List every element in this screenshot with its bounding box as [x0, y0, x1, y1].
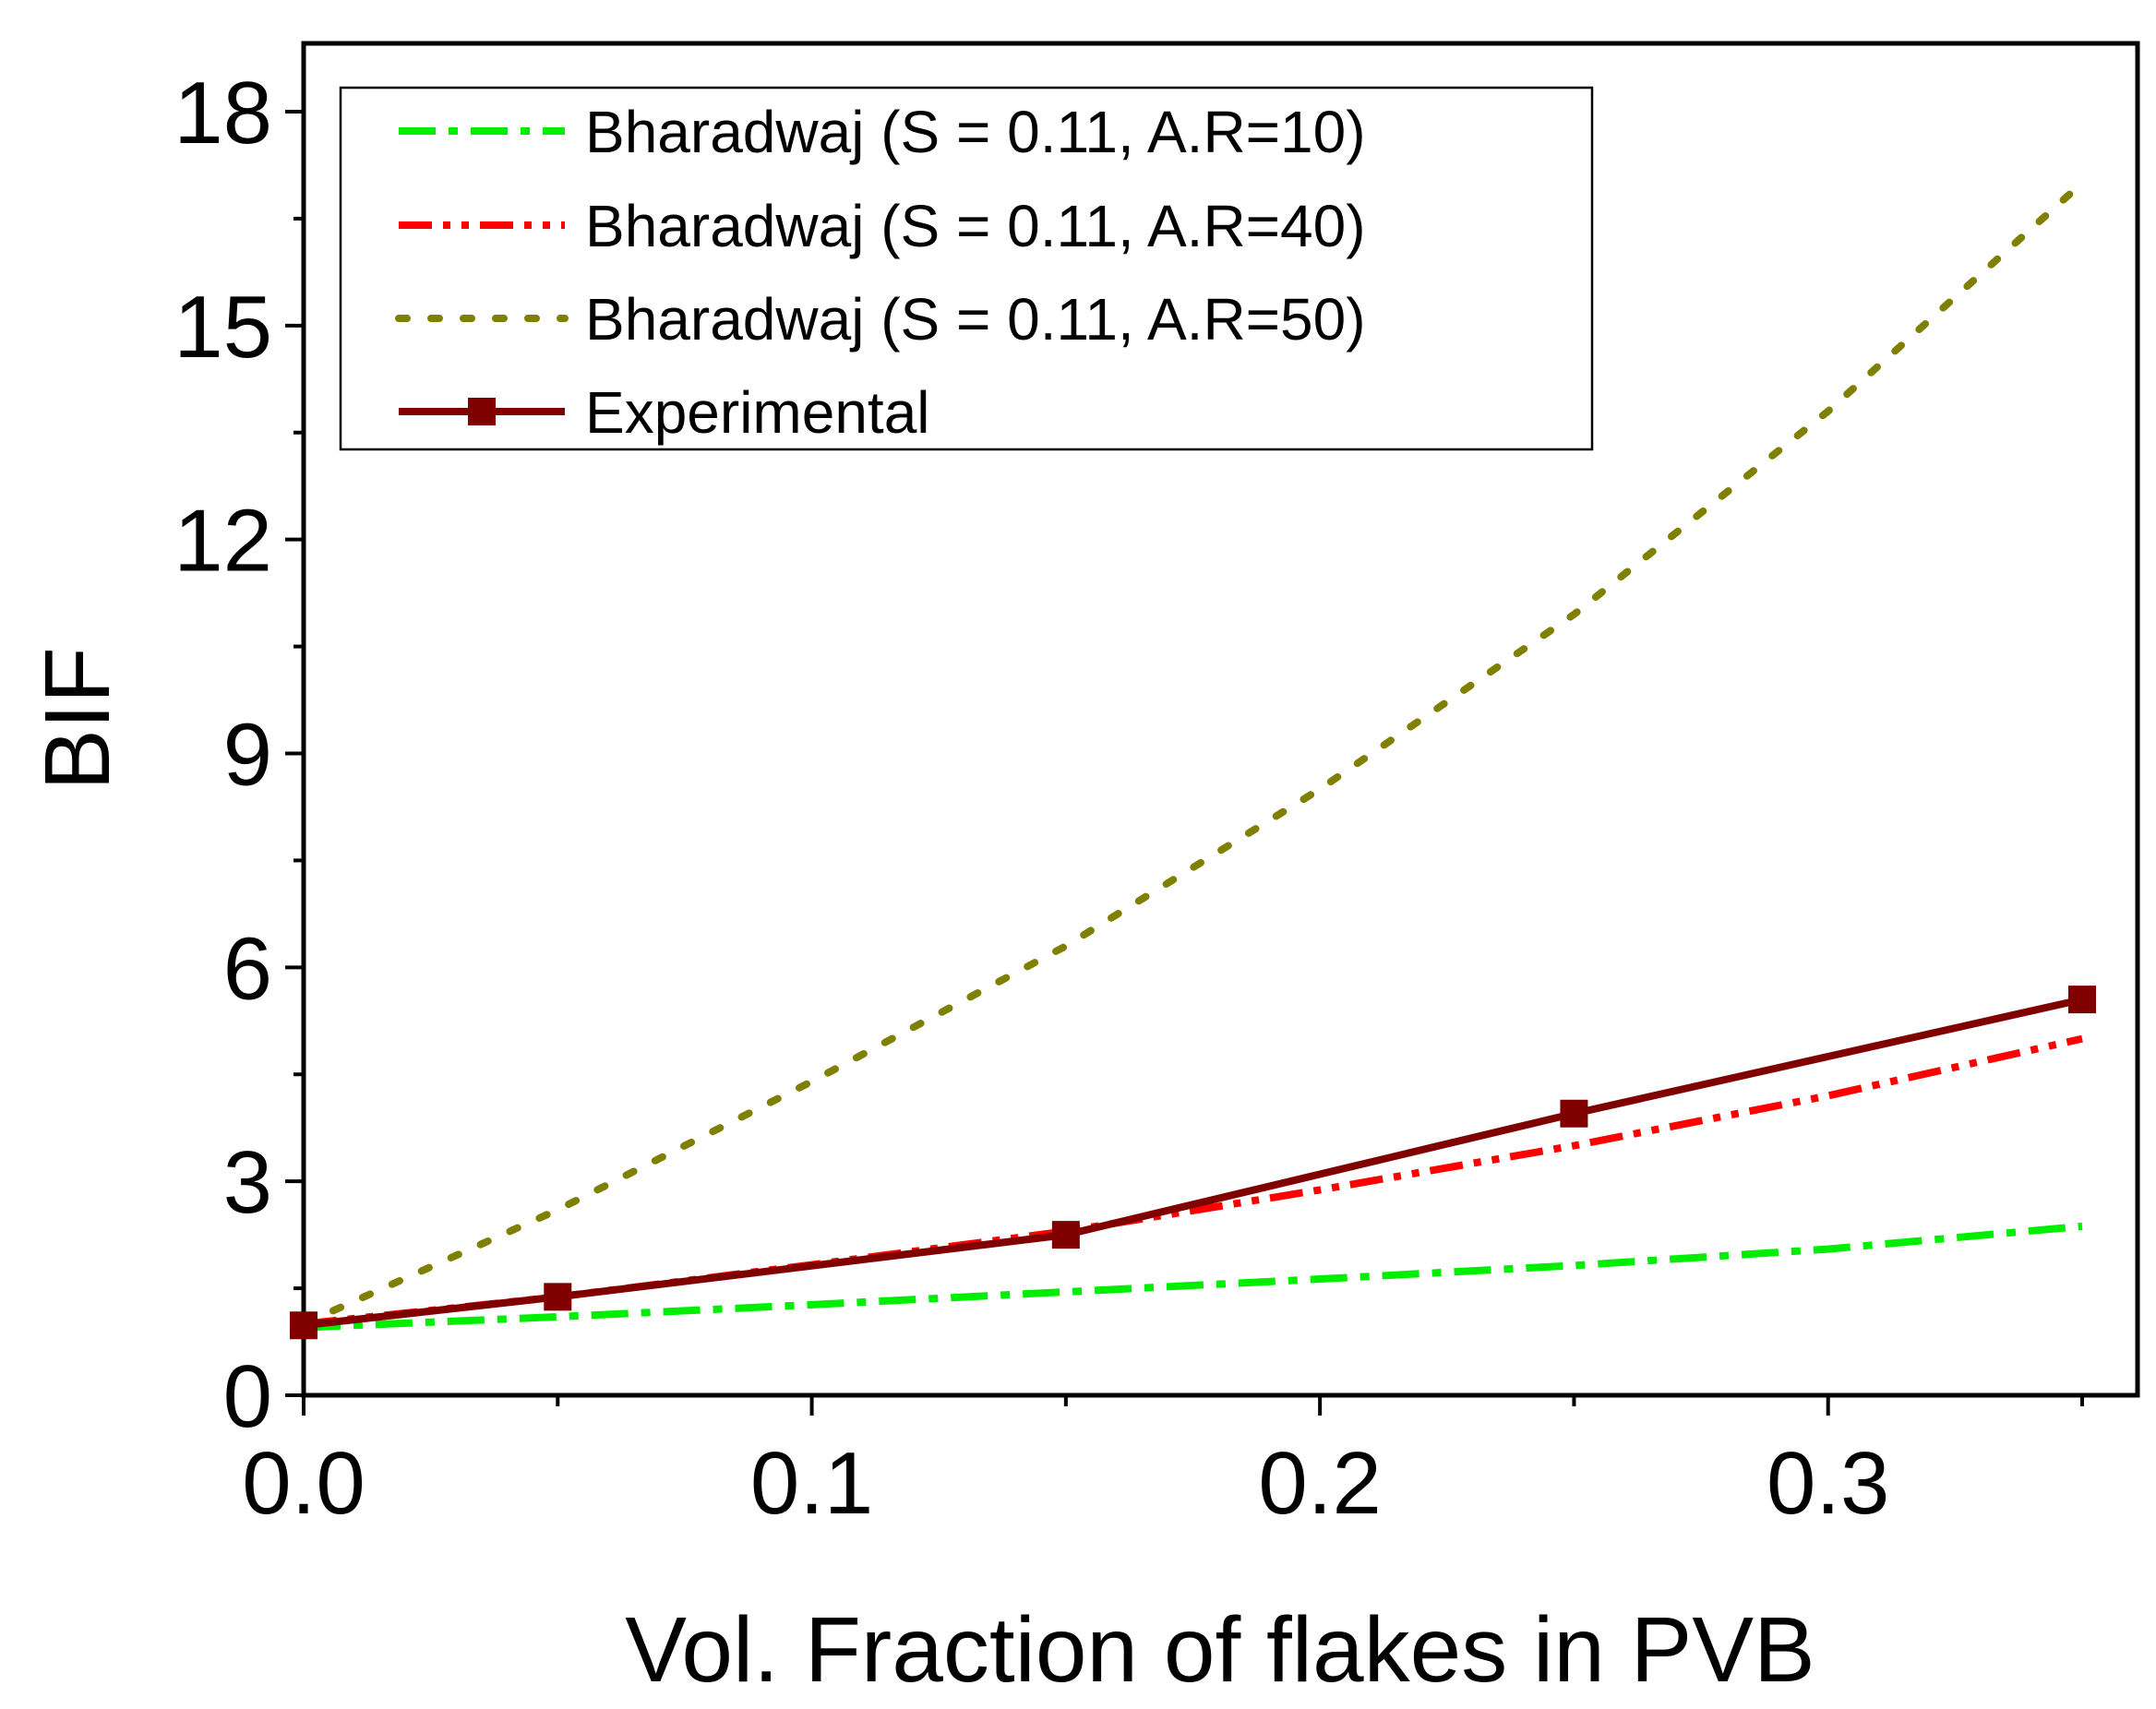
- x-tick-label: 0.1: [750, 1434, 873, 1533]
- y-tick-label: 6: [223, 919, 272, 1018]
- plot-area-frame: [301, 41, 2140, 1398]
- y-tick-label: 18: [174, 64, 272, 162]
- experimental-marker: [544, 1283, 572, 1311]
- x-tick-label: 0.3: [1767, 1434, 1889, 1533]
- y-tick-label: 3: [223, 1133, 272, 1232]
- x-axis-title: Vol. Fraction of flakes in PVB: [625, 1598, 1815, 1702]
- series-line-4: [303, 996, 2083, 1330]
- legend: Bharadwaj (S = 0.11, A.R=10) Bharadwaj (S…: [339, 86, 1594, 451]
- series-line-1: [303, 1222, 2083, 1332]
- x-tick-label: 0.2: [1258, 1434, 1381, 1533]
- legend-label-4: Experimental: [585, 379, 930, 446]
- series-layer: [290, 179, 2096, 1340]
- legend-label-2: Bharadwaj (S = 0.11, A.R=40): [585, 193, 1366, 259]
- legend-marker: [468, 398, 496, 425]
- experimental-marker: [1051, 1221, 1080, 1249]
- y-axis-title: BIF: [26, 647, 129, 791]
- y-tick-label: 15: [174, 278, 272, 376]
- legend-label-3: Bharadwaj (S = 0.11, A.R=50): [585, 286, 1366, 353]
- legend-frame: [339, 86, 1594, 451]
- x-axis-ticks: 0.0 0.1 0.2 0.3: [242, 1395, 2084, 1533]
- legend-label-1: Bharadwaj (S = 0.11, A.R=10): [585, 99, 1366, 165]
- y-tick-label: 9: [223, 706, 272, 805]
- experimental-marker: [290, 1311, 317, 1340]
- y-tick-label: 0: [223, 1347, 272, 1446]
- x-tick-label: 0.0: [242, 1434, 365, 1533]
- experimental-marker: [2068, 986, 2096, 1014]
- y-axis-ticks: 0 3 6 9 12 15 18: [174, 64, 304, 1446]
- series-line-2: [303, 1034, 2083, 1328]
- experimental-marker: [1560, 1099, 1588, 1128]
- series-line-3: [300, 179, 2086, 1328]
- y-tick-label: 12: [174, 492, 272, 591]
